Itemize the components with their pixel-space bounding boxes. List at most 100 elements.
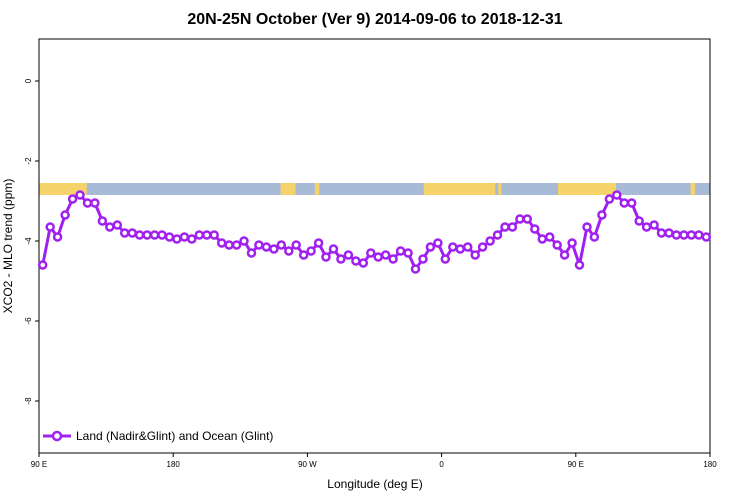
data-point <box>567 238 577 248</box>
data-point <box>187 234 197 244</box>
data-point <box>507 222 518 232</box>
data-point <box>433 238 443 248</box>
data-point <box>45 222 55 232</box>
data-point <box>149 230 160 240</box>
data-point <box>75 190 85 200</box>
data-point <box>97 216 108 226</box>
data-point <box>582 222 592 232</box>
data-point <box>515 214 525 224</box>
data-point <box>366 248 376 258</box>
data-point <box>530 224 540 234</box>
y-axis: 0 -2 -4 -6 -8 <box>24 78 39 405</box>
data-point <box>403 248 413 258</box>
data-point <box>298 250 309 260</box>
data-point <box>440 254 451 264</box>
land-ocean-band <box>39 183 710 195</box>
data-point <box>164 232 175 242</box>
data-point <box>52 232 63 242</box>
data-point <box>477 242 488 252</box>
data-point <box>686 230 697 240</box>
ocean-band <box>39 183 710 195</box>
data-point <box>134 230 145 240</box>
data-point <box>544 232 555 242</box>
data-point <box>127 228 137 238</box>
data-point <box>612 190 622 200</box>
data-point <box>209 230 219 240</box>
data-point <box>552 240 562 250</box>
data-point <box>619 198 630 208</box>
data-point <box>462 242 473 252</box>
data-point <box>656 228 667 238</box>
data-point <box>172 234 182 244</box>
data-point <box>328 244 339 254</box>
x-axis: 90 E 180 90 W 0 90 E 180 <box>31 453 717 469</box>
data-point <box>306 246 316 256</box>
data-point <box>284 246 294 256</box>
data-point <box>559 250 570 260</box>
y-tick-label: -6 <box>24 317 33 325</box>
y-tick-label: 0 <box>24 78 33 83</box>
data-point <box>455 244 465 254</box>
data-point <box>694 230 704 240</box>
data-point <box>597 210 607 220</box>
data-point <box>589 232 600 242</box>
data-point <box>448 242 458 252</box>
data-point <box>105 222 115 232</box>
data-point <box>388 254 398 264</box>
data-point <box>82 198 93 208</box>
x-tick-label: 180 <box>167 460 181 469</box>
land-segment <box>498 183 502 195</box>
data-point <box>418 254 428 264</box>
chart-title: 20N-25N October (Ver 9) 2014-09-06 to 20… <box>187 11 562 28</box>
y-tick-label: -2 <box>24 157 33 165</box>
data-point <box>216 238 227 248</box>
y-tick-label: -4 <box>24 237 33 245</box>
data-point <box>470 250 480 260</box>
data-point <box>701 232 712 242</box>
land-segment <box>280 183 296 195</box>
legend-swatch-marker <box>51 430 63 442</box>
data-point <box>60 210 70 220</box>
series-layer <box>37 190 712 274</box>
data-point <box>649 220 659 230</box>
y-tick-label: -8 <box>24 397 33 405</box>
data-point <box>291 240 301 250</box>
data-point <box>634 216 644 226</box>
land-segment <box>690 183 696 195</box>
land-segment <box>557 183 617 195</box>
data-point <box>373 252 383 262</box>
data-point <box>246 248 257 258</box>
data-point <box>626 198 637 208</box>
data-point <box>261 242 272 252</box>
data-point <box>410 264 421 274</box>
x-axis-title: Longitude (deg E) <box>327 477 422 491</box>
plot-frame <box>38 38 711 454</box>
data-point <box>537 234 548 244</box>
data-point <box>157 230 167 240</box>
data-point <box>239 236 249 246</box>
data-point <box>67 194 78 204</box>
data-point <box>276 240 287 250</box>
data-point <box>500 222 510 232</box>
data-point <box>492 230 503 240</box>
data-point <box>351 256 361 266</box>
data-point <box>112 220 123 230</box>
data-point <box>485 236 495 246</box>
data-point <box>358 258 369 268</box>
data-point <box>90 198 100 208</box>
data-point <box>269 244 279 254</box>
data-point <box>522 214 533 224</box>
data-point <box>425 242 436 252</box>
data-point <box>254 240 264 250</box>
x-tick-label: 90 E <box>568 460 584 469</box>
data-point <box>380 250 391 260</box>
land-segment <box>39 183 87 195</box>
data-point <box>395 246 406 256</box>
data-point <box>37 260 48 270</box>
data-point <box>664 228 674 238</box>
data-point <box>202 230 212 240</box>
data-point <box>336 254 346 264</box>
x-tick-label: 90 W <box>298 460 317 469</box>
legend: Land (Nadir&Glint) and Ocean (Glint) <box>43 429 273 443</box>
